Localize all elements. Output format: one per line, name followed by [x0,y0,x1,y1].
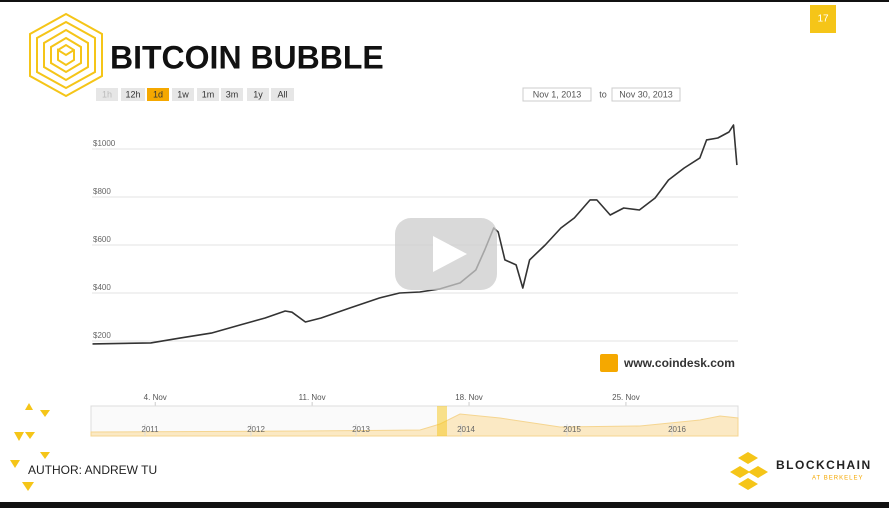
page-badge [810,5,836,33]
date-from: Nov 1, 2013 [533,89,582,99]
range-button[interactable] [247,88,269,101]
x-tick-label: 18. Nov [455,393,483,402]
range-button[interactable] [197,88,219,101]
range-button-label: 1h [102,89,112,99]
y-tick-label: $200 [93,331,111,340]
range-button-label: 1d [153,89,163,99]
decor-triangles [10,403,50,491]
org-logo [730,452,768,490]
range-button[interactable] [172,88,194,101]
range-selector: 1h 12h 1d 1w 1m 3m 1y All [96,88,294,101]
range-button-label: 3m [226,89,239,99]
play-icon [433,236,467,272]
x-tick-label: 25. Nov [612,393,640,402]
y-tick-label: $800 [93,187,111,196]
price-line [92,124,738,345]
org-name: BLOCKCHAIN [776,458,872,472]
navigator-window[interactable] [437,406,447,436]
logo [29,12,103,98]
x-tick-label: 11. Nov [299,393,326,402]
video-play[interactable] [395,218,497,290]
slide-title: BITCOIN BUBBLE [110,39,384,75]
range-button[interactable] [96,88,118,101]
date-to-word: to [599,89,607,99]
org-sub: AT BERKELEY [812,476,863,482]
range-button-label: 1w [177,89,189,99]
date-from-box[interactable] [522,87,592,102]
range-button-label: 1y [253,89,263,99]
y-tick-label: $600 [93,235,111,244]
y-tick-label: $400 [93,283,111,292]
date-to: Nov 30, 2013 [619,89,673,99]
page-number: 17 [817,14,829,25]
range-button[interactable] [147,88,169,101]
bottom-border [0,502,889,508]
source: www.coindesk.com [623,356,735,370]
top-border [0,0,889,2]
range-button[interactable] [221,88,243,101]
year-label: 2016 [668,425,686,434]
range-button-label: 1m [202,89,215,99]
range-button-label: All [277,89,287,99]
year-label: 2011 [141,425,159,434]
year-label: 2015 [563,425,581,434]
x-tick-label: 4. Nov [144,393,167,402]
year-label: 2013 [352,425,370,434]
range-button[interactable] [121,88,145,101]
navigator-years: 2011 2012 2013 2014 2015 2016 [141,424,686,436]
date-to-box[interactable] [611,87,681,102]
source-icon [600,354,618,372]
navigator-area [90,413,739,437]
range-button-label: 12h [125,89,140,99]
range-button[interactable] [271,88,294,101]
y-tick-label: $1000 [93,139,116,148]
year-label: 2012 [247,425,265,434]
author: AUTHOR: ANDREW TU [28,463,157,477]
year-label: 2014 [457,425,475,434]
